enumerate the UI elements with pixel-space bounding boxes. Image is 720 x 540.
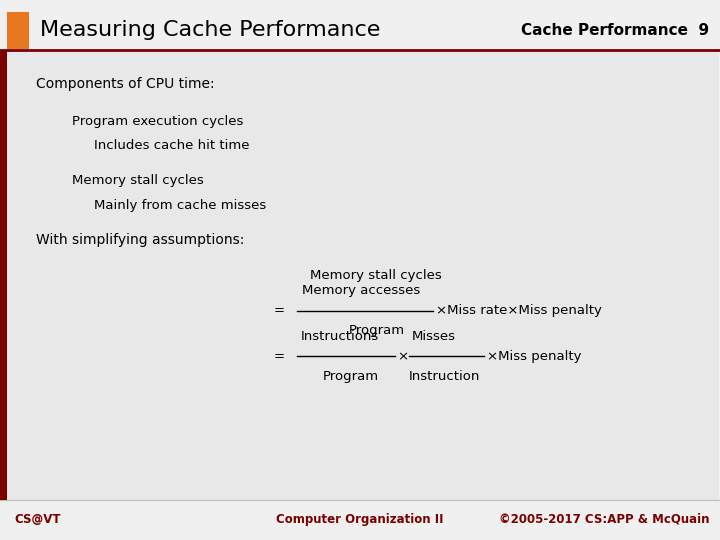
Text: =: = xyxy=(274,304,284,317)
Text: ×Miss rate×Miss penalty: ×Miss rate×Miss penalty xyxy=(436,304,602,317)
FancyBboxPatch shape xyxy=(7,50,719,500)
Text: Misses: Misses xyxy=(412,330,456,343)
FancyBboxPatch shape xyxy=(0,50,7,500)
Text: ×: × xyxy=(397,350,408,363)
Text: Includes cache hit time: Includes cache hit time xyxy=(94,139,249,152)
FancyBboxPatch shape xyxy=(7,12,29,49)
Text: Memory stall cycles: Memory stall cycles xyxy=(310,269,441,282)
Text: With simplifying assumptions:: With simplifying assumptions: xyxy=(36,233,244,247)
Text: Mainly from cache misses: Mainly from cache misses xyxy=(94,199,266,212)
Text: CS@VT: CS@VT xyxy=(14,513,61,526)
Text: Memory accesses: Memory accesses xyxy=(302,284,420,297)
Text: ×Miss penalty: ×Miss penalty xyxy=(487,350,581,363)
Text: =: = xyxy=(274,350,284,363)
Text: Memory stall cycles: Memory stall cycles xyxy=(72,174,204,187)
Text: Program: Program xyxy=(323,370,379,383)
Text: ©2005-2017 CS:APP & McQuain: ©2005-2017 CS:APP & McQuain xyxy=(499,513,709,526)
Text: Measuring Cache Performance: Measuring Cache Performance xyxy=(40,20,380,40)
Text: Instructions: Instructions xyxy=(301,330,379,343)
Text: Program execution cycles: Program execution cycles xyxy=(72,115,243,128)
Text: Components of CPU time:: Components of CPU time: xyxy=(36,77,215,91)
Text: Program: Program xyxy=(349,324,405,337)
Text: Computer Organization II: Computer Organization II xyxy=(276,513,444,526)
Text: Cache Performance  9: Cache Performance 9 xyxy=(521,23,709,38)
Text: Instruction: Instruction xyxy=(409,370,480,383)
